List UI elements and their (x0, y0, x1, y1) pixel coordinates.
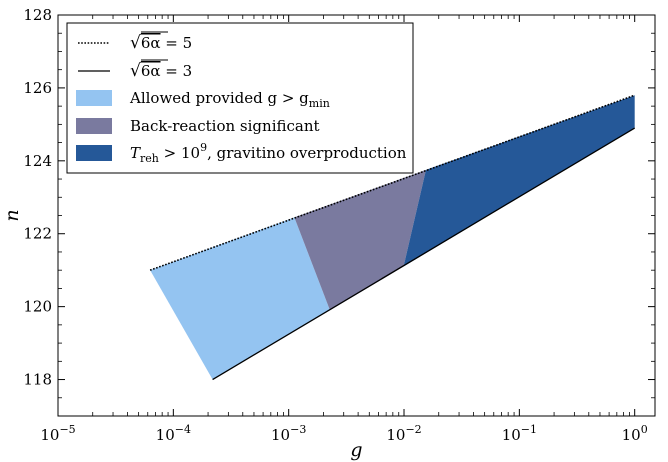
x-tick-label: 10−1 (502, 423, 537, 444)
region-2 (294, 169, 426, 311)
legend-label: Allowed provided g > gmin (129, 89, 330, 110)
x-tick-label: 100 (622, 423, 648, 444)
x-axis-label: g (350, 439, 362, 461)
y-tick-label: 126 (23, 79, 52, 97)
region-3 (403, 95, 635, 267)
legend-patch-swatch (76, 145, 112, 161)
y-axis-ticks: 118 120 122 124 126 128 (23, 6, 655, 417)
legend-label: Treh > 109, gravitino overproduction (130, 141, 407, 165)
x-tick-label: 10−5 (40, 423, 75, 444)
x-tick-label: 10−2 (386, 423, 421, 444)
legend-box (66, 22, 414, 174)
legend-item-2: √6α = 3 (78, 59, 192, 81)
x-tick-label: 10−3 (271, 423, 306, 444)
boundary-lines (149, 94, 636, 381)
region-1 (150, 217, 330, 380)
legend-label: √6α = 5 (130, 33, 192, 53)
legend-patch-swatch (76, 90, 112, 106)
legend: √6α = 5 √6α = 3 Allowed provided g > gmin B… (66, 22, 414, 174)
legend-item-4: Back-reaction significant (76, 117, 320, 135)
legend-item-5: Treh > 109, gravitino overproduction (76, 141, 407, 165)
x-tick-label: 10−4 (156, 423, 191, 444)
line-2 (212, 127, 636, 381)
shaded-regions (150, 95, 635, 380)
legend-patch-swatch (76, 118, 112, 134)
legend-label: √6α = 3 (130, 61, 192, 81)
y-tick-label: 118 (23, 371, 52, 389)
line-1 (149, 94, 635, 271)
legend-label: Back-reaction significant (130, 117, 320, 135)
y-tick-label: 120 (23, 298, 52, 316)
y-tick-label: 124 (23, 152, 52, 170)
y-tick-label: 128 (23, 6, 52, 24)
y-axis-label: n (1, 209, 23, 221)
y-tick-label: 122 (23, 225, 52, 243)
x-axis-ticks: 10−5 10−4 10−3 10−2 10−1 100 (40, 15, 648, 444)
legend-item-3: Allowed provided g > gmin (76, 89, 330, 110)
legend-item-1: √6α = 5 (78, 31, 192, 53)
